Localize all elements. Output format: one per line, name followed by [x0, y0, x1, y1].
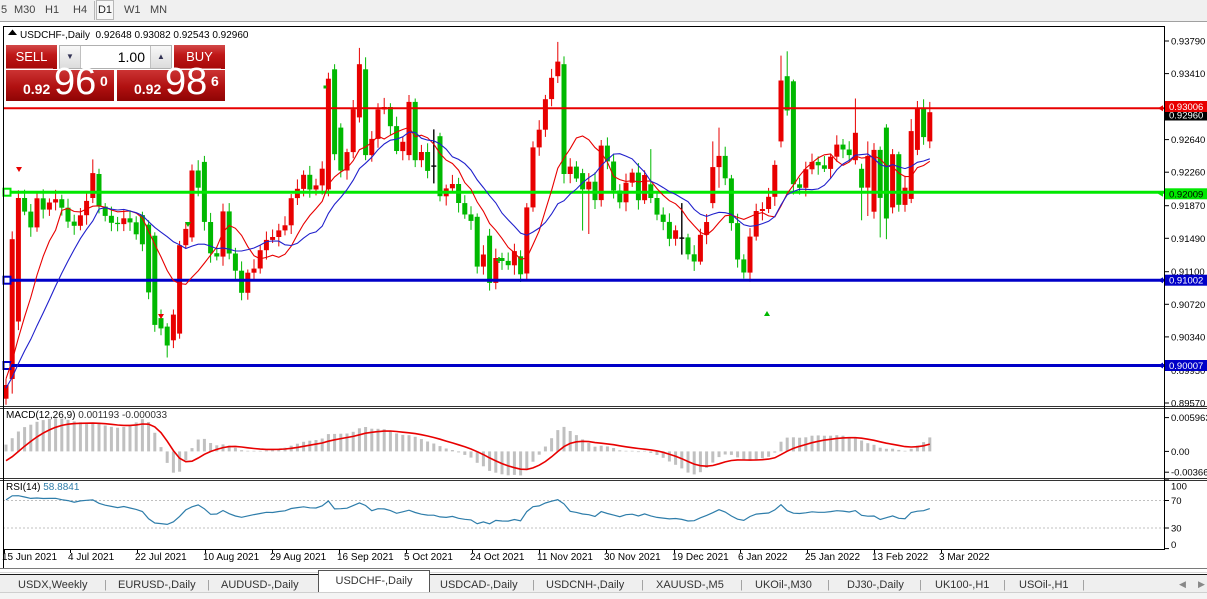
- svg-text:70: 70: [1171, 496, 1182, 507]
- svg-text:5 Oct 2021: 5 Oct 2021: [404, 552, 453, 563]
- svg-text:0.92960: 0.92960: [1169, 111, 1203, 122]
- svg-text:25 Jan 2022: 25 Jan 2022: [805, 552, 860, 563]
- svg-text:29 Aug 2021: 29 Aug 2021: [270, 552, 327, 563]
- svg-text:0.91002: 0.91002: [1169, 276, 1203, 287]
- svg-text:0.93410: 0.93410: [1171, 69, 1205, 80]
- svg-text:0.93790: 0.93790: [1171, 37, 1205, 48]
- svg-text:15 Jun 2021: 15 Jun 2021: [2, 552, 57, 563]
- svg-text:24 Oct 2021: 24 Oct 2021: [470, 552, 525, 563]
- svg-text:0.00: 0.00: [1171, 447, 1190, 458]
- svg-text:22 Jul 2021: 22 Jul 2021: [135, 552, 187, 563]
- svg-text:USDCHF-,Daily 0.92648 0.93082: USDCHF-,Daily 0.92648 0.93082 0.92543 0.…: [20, 30, 249, 41]
- svg-text:-0.003664: -0.003664: [1171, 468, 1207, 479]
- svg-text:30 Nov 2021: 30 Nov 2021: [604, 552, 661, 563]
- svg-text:0.91490: 0.91490: [1171, 234, 1205, 245]
- svg-text:0.89950: 0.89950: [1171, 366, 1205, 377]
- svg-text:16 Sep 2021: 16 Sep 2021: [337, 552, 394, 563]
- svg-text:0.90340: 0.90340: [1171, 332, 1205, 343]
- svg-text:0.92640: 0.92640: [1171, 135, 1205, 146]
- svg-text:3 Mar 2022: 3 Mar 2022: [939, 552, 990, 563]
- svg-text:0.93006: 0.93006: [1169, 102, 1203, 113]
- svg-text:13 Feb 2022: 13 Feb 2022: [872, 552, 929, 563]
- svg-text:0: 0: [1171, 540, 1176, 551]
- svg-text:0.91100: 0.91100: [1171, 267, 1205, 278]
- svg-text:10 Aug 2021: 10 Aug 2021: [203, 552, 260, 563]
- svg-text:MACD(12,26,9) 0.001193 -0.0000: MACD(12,26,9) 0.001193 -0.000033: [6, 410, 167, 421]
- svg-text:0.005963: 0.005963: [1171, 413, 1207, 424]
- svg-text:0.92009: 0.92009: [1169, 189, 1203, 200]
- svg-text:100: 100: [1171, 481, 1187, 492]
- svg-text:4 Jul 2021: 4 Jul 2021: [68, 552, 115, 563]
- svg-text:0.90007: 0.90007: [1169, 361, 1203, 372]
- svg-text:19 Dec 2021: 19 Dec 2021: [672, 552, 729, 563]
- svg-text:RSI(14) 58.8841: RSI(14) 58.8841: [6, 482, 80, 493]
- svg-text:0.92260: 0.92260: [1171, 168, 1205, 179]
- svg-text:30: 30: [1171, 524, 1182, 535]
- svg-text:0.91870: 0.91870: [1171, 201, 1205, 212]
- svg-text:0.90720: 0.90720: [1171, 300, 1205, 311]
- svg-text:0.89570: 0.89570: [1171, 399, 1205, 410]
- svg-text:11 Nov 2021: 11 Nov 2021: [537, 552, 593, 563]
- svg-text:6 Jan 2022: 6 Jan 2022: [738, 552, 788, 563]
